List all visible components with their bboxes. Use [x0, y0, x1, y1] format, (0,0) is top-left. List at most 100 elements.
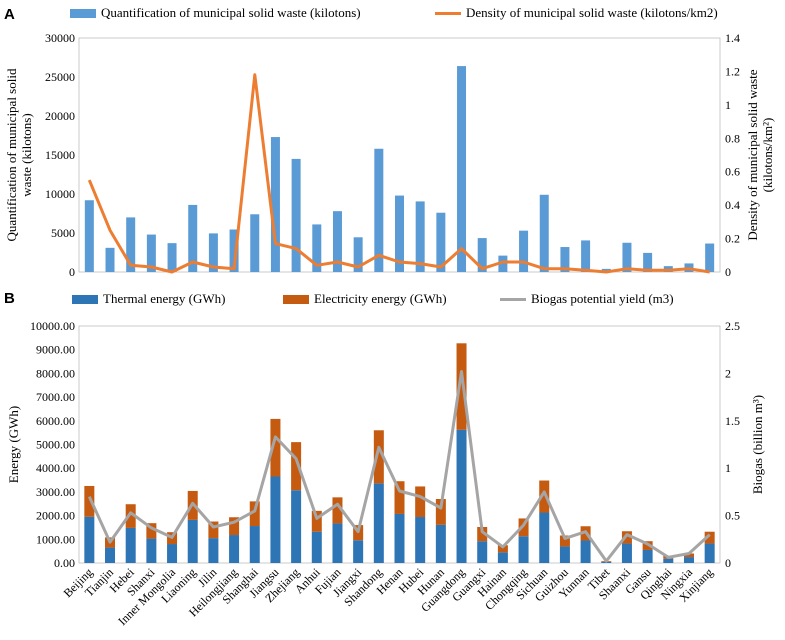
y-right-tick-label: 1.4 — [725, 31, 740, 45]
bar-shanghai — [249, 526, 260, 563]
y-left-tick-label: 0 — [69, 265, 75, 279]
bar-xinjiang — [704, 531, 715, 544]
bar-jiangxi — [353, 540, 364, 563]
bar-chongqing — [518, 536, 529, 563]
y-left-tick-label: 1000.00 — [36, 532, 75, 546]
y-right-tick-label: 0.6 — [725, 165, 740, 179]
legend-label: Quantification of municipal solid waste … — [101, 5, 361, 20]
y-left-tick-label: 5000.00 — [36, 438, 75, 452]
bar-qinghai — [663, 558, 674, 563]
y-right-tick-label: 0.5 — [725, 509, 740, 523]
bar-chongqing — [519, 230, 529, 272]
bar-guizhou — [559, 546, 570, 563]
bar-jilin — [208, 538, 219, 563]
y-left-axis-title: waste (kilotons) — [19, 113, 34, 196]
y-left-tick-label: 9000.00 — [36, 343, 75, 357]
bar-ningxia — [683, 553, 694, 558]
bar-guangxi — [477, 541, 488, 563]
bar-gansu — [643, 252, 653, 272]
bar-hunan — [435, 499, 446, 525]
y-left-tick-label: 10000.00 — [30, 319, 75, 333]
bar-guangxi — [477, 526, 488, 542]
y-left-tick-label: 25000 — [45, 70, 75, 84]
legend-swatch — [283, 295, 309, 304]
y-left-axis-title: Quantification of municipal solid — [4, 68, 19, 241]
y-left-tick-label: 4000.00 — [36, 461, 75, 475]
legend-label: Thermal energy (GWh) — [103, 291, 225, 306]
bar-shaanxi — [621, 531, 632, 544]
bar-beijing — [84, 516, 95, 563]
bar-hainan — [497, 552, 508, 563]
bar-anhui — [311, 531, 322, 563]
y-left-tick-label: 8000.00 — [36, 366, 75, 380]
bar-henan — [394, 513, 405, 563]
bar-hubei — [415, 201, 425, 272]
y-right-tick-label: 1 — [725, 461, 731, 475]
y-left-tick-label: 2000.00 — [36, 509, 75, 523]
legend-label: Biogas potential yield (m3) — [531, 291, 674, 306]
y-right-tick-label: 0.4 — [725, 198, 740, 212]
bar-liaoning — [187, 519, 198, 563]
bar-guangdong — [457, 66, 467, 272]
bar-tianjin — [105, 247, 115, 272]
bar-sichuan — [539, 512, 550, 563]
bar-jiangsu — [270, 418, 281, 477]
legend-label: Electricity energy (GWh) — [314, 291, 447, 306]
panel-label-b: B — [4, 290, 15, 307]
y-left-tick-label: 7000.00 — [36, 390, 75, 404]
bar-tibet — [601, 268, 611, 272]
bar-shanghai — [250, 214, 260, 272]
y-right-tick-label: 2.5 — [725, 319, 740, 333]
y-right-axis-title: (kilotons/km²) — [760, 118, 775, 193]
y-right-axis-title: Density of municipal solid waste — [745, 69, 760, 240]
y-right-axis-title: Biogas (billion m³) — [750, 395, 765, 494]
bar-shanghai — [249, 501, 260, 527]
bar-sichuan — [539, 194, 549, 272]
bar-fujian — [332, 497, 343, 524]
bar-anhui — [311, 510, 322, 532]
bar-xinjiang — [704, 543, 715, 563]
y-left-tick-label: 15000 — [45, 148, 75, 162]
legend: Quantification of municipal solid waste … — [70, 5, 718, 20]
bar-shaanxi — [621, 543, 632, 563]
bar-jiangsu — [270, 476, 281, 563]
chart-panel-a: 0 5000 10000 15000 20000 25000 30000 0 0.2 0.4 0.6… — [4, 5, 775, 279]
bar-yunnan — [581, 240, 591, 272]
bar-henan — [395, 195, 404, 272]
chart-panel-b: 0.00 1000.00 2000.00 3000.00 4000.00 5000.00 6… — [6, 291, 765, 628]
bar-guangxi — [477, 238, 487, 272]
y-left-tick-label: 0.00 — [54, 556, 75, 570]
bar-inner-mongolia — [167, 243, 177, 272]
legend: Thermal energy (GWh) Electricity energy (… — [72, 291, 674, 306]
bar-fujian — [332, 211, 342, 272]
y-right-tick-label: 0 — [725, 265, 731, 279]
y-left-axis-title: Energy (GWh) — [6, 406, 21, 483]
bar-guangdong — [456, 429, 467, 563]
y-right-tick-label: 0.2 — [725, 232, 740, 246]
y-right-tick-label: 1.5 — [725, 414, 740, 428]
y-right-tick-label: 2 — [725, 366, 731, 380]
y-left-tick-label: 30000 — [45, 31, 75, 45]
bar-tianjin — [105, 547, 116, 563]
bar-shaanxi — [622, 242, 632, 272]
bar-zhejiang — [291, 158, 301, 272]
bar-xinjiang — [705, 243, 715, 272]
bar-anhui — [312, 224, 322, 272]
bar-hubei — [415, 486, 426, 518]
bar-shanxi — [146, 523, 157, 539]
bar-shandong — [374, 148, 384, 272]
y-left-tick-label: 5000 — [51, 226, 75, 240]
y-right-tick-label: 0.8 — [725, 131, 740, 145]
bar-gansu — [642, 549, 653, 563]
bar-hainan — [497, 545, 508, 553]
bar-fujian — [332, 523, 343, 563]
y-right-tick-label: 1 — [725, 98, 731, 112]
bar-shanxi — [146, 234, 156, 272]
bar-guangdong — [456, 343, 467, 430]
bar-hunan — [436, 212, 446, 272]
bar-hubei — [415, 517, 426, 563]
bar-guizhou — [559, 535, 570, 547]
bar-hebei — [126, 217, 136, 272]
bar-hainan — [498, 255, 508, 272]
